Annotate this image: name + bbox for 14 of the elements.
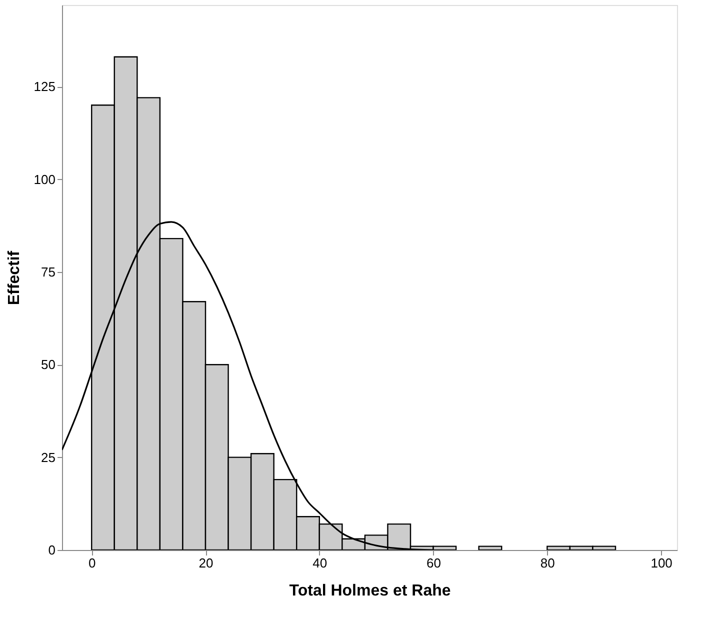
y-tick-label: 25 (41, 450, 56, 465)
x-tick-label: 0 (88, 556, 96, 570)
x-tick-label: 20 (198, 556, 214, 570)
y-axis-title: Effectif (6, 250, 23, 306)
y-tick-label: 100 (34, 172, 56, 187)
x-tick-label: 100 (650, 556, 672, 570)
y-tick-label: 50 (41, 357, 56, 372)
y-tick-label: 125 (34, 79, 56, 94)
x-tick-label: 60 (426, 556, 442, 570)
x-tick-label: 40 (312, 556, 328, 570)
x-axis-title: Total Holmes et Rahe (289, 582, 451, 600)
y-tick-label: 0 (48, 542, 56, 558)
x-tick-label: 80 (540, 556, 555, 570)
y-tick-label: 75 (41, 264, 56, 280)
